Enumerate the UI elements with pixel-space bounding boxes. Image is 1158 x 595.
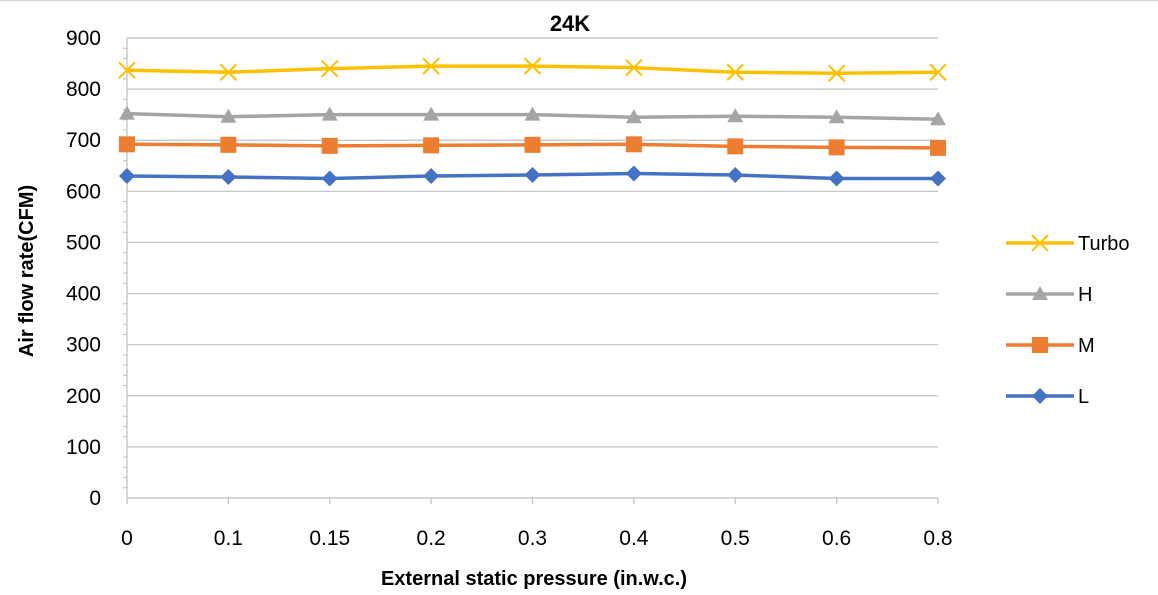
legend-label: H bbox=[1078, 284, 1092, 306]
series-m bbox=[119, 136, 946, 156]
x-tick-label: 0.8 bbox=[923, 527, 952, 550]
y-tick-label: 0 bbox=[89, 487, 101, 510]
gridlines bbox=[127, 37, 938, 448]
y-tick-labels: 0 100 200 300 400 500 600 700 800 900 bbox=[66, 27, 101, 510]
legend: Turbo H M L bbox=[1006, 233, 1130, 408]
x-tick-label: 0.2 bbox=[417, 527, 446, 550]
marker-square bbox=[1032, 337, 1048, 353]
data-point-h bbox=[423, 106, 440, 121]
x-axis-title: External static pressure (in.w.c.) bbox=[381, 568, 687, 590]
data-point-h bbox=[828, 109, 845, 124]
data-point-turbo bbox=[625, 58, 643, 77]
data-point-l bbox=[727, 166, 744, 183]
data-point-l bbox=[321, 170, 338, 187]
legend-item-l: L bbox=[1006, 386, 1089, 408]
chart-title: 24K bbox=[550, 11, 590, 36]
series-h bbox=[119, 105, 946, 126]
x-tick-label: 0.1 bbox=[214, 527, 243, 550]
marker-x bbox=[1031, 234, 1049, 252]
y-tick-label: 700 bbox=[66, 129, 101, 152]
data-point-l bbox=[119, 168, 135, 184]
marker-diamond bbox=[1032, 388, 1048, 404]
data-point-turbo bbox=[321, 59, 339, 78]
legend-item-h: H bbox=[1006, 284, 1092, 306]
x-tick-label: 0.3 bbox=[518, 527, 547, 550]
x-tick-label: 0.6 bbox=[822, 527, 851, 550]
x-tick-labels: 0 0.1 0.15 0.2 0.3 0.4 0.5 0.6 0.8 bbox=[121, 527, 952, 550]
data-point-m bbox=[321, 137, 338, 154]
y-tick-label: 600 bbox=[66, 180, 101, 203]
data-point-turbo bbox=[929, 63, 947, 81]
data-point-turbo bbox=[523, 57, 542, 75]
x-tick-label: 0.15 bbox=[309, 527, 350, 550]
data-point-m bbox=[524, 136, 541, 153]
data-point-m bbox=[727, 138, 744, 155]
data-point-m bbox=[828, 139, 845, 156]
y-tick-label: 300 bbox=[66, 334, 101, 357]
data-point-m bbox=[220, 136, 237, 153]
legend-label: M bbox=[1078, 335, 1095, 357]
x-tick-label: 0.5 bbox=[721, 527, 750, 550]
data-point-m bbox=[423, 137, 440, 154]
series-lines bbox=[118, 57, 947, 187]
data-point-l bbox=[220, 169, 237, 186]
y-tick-label: 200 bbox=[66, 385, 101, 408]
data-point-turbo bbox=[726, 63, 744, 81]
y-tick-label: 500 bbox=[66, 231, 101, 254]
data-point-h bbox=[930, 111, 946, 126]
series-l bbox=[119, 165, 946, 187]
legend-label: Turbo bbox=[1078, 233, 1130, 255]
y-axis-title: Air flow rate(CFM) bbox=[16, 185, 38, 357]
data-point-l bbox=[524, 166, 541, 183]
data-point-h bbox=[119, 105, 135, 120]
data-point-m bbox=[119, 136, 135, 153]
data-point-turbo bbox=[219, 63, 238, 81]
data-point-h bbox=[625, 109, 642, 124]
data-point-turbo bbox=[118, 61, 136, 79]
axes bbox=[123, 38, 939, 504]
legend-item-m: M bbox=[1006, 335, 1095, 357]
data-point-turbo bbox=[422, 57, 440, 75]
data-point-l bbox=[625, 165, 642, 182]
x-tick-label: 0 bbox=[121, 527, 133, 550]
data-point-h bbox=[727, 108, 744, 123]
data-point-m bbox=[625, 136, 642, 153]
y-tick-label: 800 bbox=[66, 78, 101, 101]
data-point-l bbox=[423, 168, 440, 184]
data-point-l bbox=[828, 170, 845, 187]
data-point-h bbox=[524, 106, 541, 121]
data-point-turbo bbox=[827, 64, 846, 82]
data-point-m bbox=[930, 139, 946, 156]
y-tick-label: 900 bbox=[66, 27, 101, 50]
data-point-h bbox=[321, 106, 338, 121]
legend-label: L bbox=[1078, 386, 1089, 408]
legend-item-turbo: Turbo bbox=[1006, 233, 1130, 255]
data-point-h bbox=[220, 108, 237, 123]
series-turbo bbox=[118, 57, 947, 82]
x-tick-label: 0.4 bbox=[619, 527, 649, 550]
y-tick-label: 100 bbox=[66, 436, 101, 459]
marker-triangle bbox=[1032, 286, 1048, 300]
y-tick-label: 400 bbox=[66, 283, 101, 306]
data-point-l bbox=[930, 170, 946, 187]
